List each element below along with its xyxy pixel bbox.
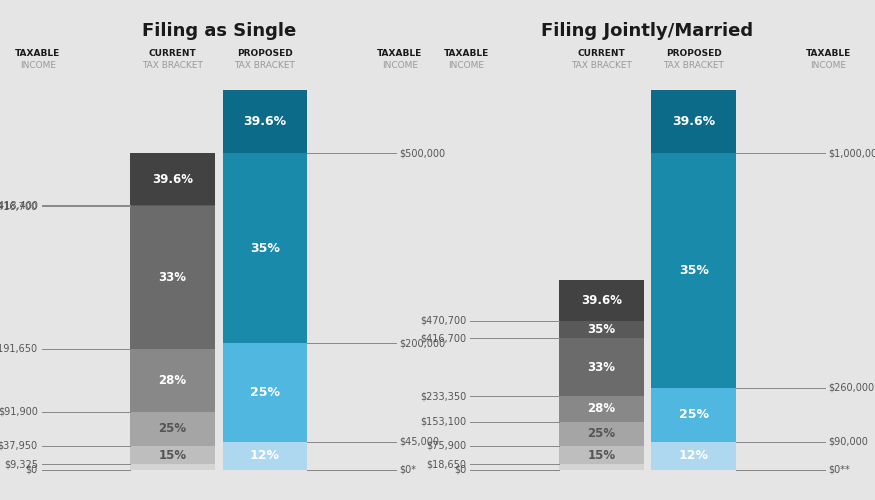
Text: 15%: 15%	[587, 448, 615, 462]
Bar	[130, 412, 215, 446]
Text: $9,325: $9,325	[4, 459, 38, 469]
Bar	[130, 154, 215, 205]
Text: TAXABLE: TAXABLE	[806, 48, 851, 58]
Bar	[130, 206, 215, 348]
Text: TAXABLE: TAXABLE	[15, 48, 60, 58]
Text: 12%: 12%	[679, 449, 709, 462]
Text: TAX BRACKET: TAX BRACKET	[663, 61, 724, 70]
Text: $500,000: $500,000	[400, 148, 446, 158]
Text: 35%: 35%	[250, 242, 280, 255]
Text: 39.6%: 39.6%	[581, 294, 622, 307]
Bar	[130, 464, 215, 470]
Text: $45,000: $45,000	[400, 436, 440, 446]
Text: 25%: 25%	[250, 386, 280, 399]
Text: TAXABLE: TAXABLE	[444, 48, 489, 58]
Bar	[559, 338, 644, 396]
Bar	[559, 446, 644, 464]
Text: 12%: 12%	[250, 449, 280, 462]
Text: 33%: 33%	[587, 360, 615, 374]
Text: $0: $0	[454, 465, 466, 475]
Text: INCOME: INCOME	[382, 61, 417, 70]
Bar	[130, 205, 215, 206]
Text: $260,000: $260,000	[829, 382, 875, 392]
Bar	[559, 280, 644, 321]
Text: INCOME: INCOME	[449, 61, 485, 70]
Bar	[651, 90, 736, 154]
Text: INCOME: INCOME	[20, 61, 56, 70]
Text: 35%: 35%	[587, 323, 615, 336]
Text: PROPOSED: PROPOSED	[237, 48, 293, 58]
Text: $91,900: $91,900	[0, 407, 38, 417]
Bar	[222, 90, 307, 154]
Text: 28%: 28%	[158, 374, 186, 386]
Text: 33%: 33%	[158, 271, 186, 284]
Text: 39.6%: 39.6%	[243, 115, 286, 128]
Text: $233,350: $233,350	[420, 391, 466, 401]
Bar	[651, 388, 736, 442]
Text: $200,000: $200,000	[400, 338, 446, 348]
Text: $416,700: $416,700	[0, 201, 38, 211]
Text: 39.6%: 39.6%	[672, 115, 715, 128]
Bar	[222, 344, 307, 442]
Text: $0: $0	[25, 465, 38, 475]
Bar	[559, 422, 644, 446]
Bar	[130, 446, 215, 464]
Text: 28%: 28%	[587, 402, 615, 415]
Text: INCOME: INCOME	[810, 61, 846, 70]
Text: $1,000,000: $1,000,000	[829, 148, 875, 158]
Text: TAX BRACKET: TAX BRACKET	[234, 61, 296, 70]
Text: 35%: 35%	[679, 264, 709, 277]
Text: 25%: 25%	[587, 427, 615, 440]
Text: $418,400: $418,400	[0, 200, 38, 210]
Text: $191,650: $191,650	[0, 344, 38, 353]
Text: TAX BRACKET: TAX BRACKET	[142, 61, 203, 70]
Bar	[130, 348, 215, 412]
Text: 15%: 15%	[158, 448, 186, 462]
Bar	[559, 321, 644, 338]
Text: 39.6%: 39.6%	[152, 172, 193, 186]
Bar	[651, 154, 736, 388]
Text: Filing Jointly/Married: Filing Jointly/Married	[542, 22, 753, 40]
Text: $90,000: $90,000	[829, 436, 868, 446]
Text: $0*: $0*	[400, 465, 416, 475]
Bar	[222, 154, 307, 344]
Bar	[222, 442, 307, 470]
Bar	[559, 396, 644, 421]
Text: $153,100: $153,100	[420, 416, 466, 426]
Text: Filing as Single: Filing as Single	[142, 22, 296, 40]
Text: $470,700: $470,700	[420, 316, 466, 326]
Text: 25%: 25%	[158, 422, 186, 436]
Text: 25%: 25%	[679, 408, 709, 421]
Text: $18,650: $18,650	[426, 459, 466, 469]
Text: $416,700: $416,700	[420, 333, 466, 343]
Text: PROPOSED: PROPOSED	[666, 48, 722, 58]
Text: CURRENT: CURRENT	[578, 48, 625, 58]
Text: $75,900: $75,900	[426, 441, 466, 451]
Text: TAX BRACKET: TAX BRACKET	[570, 61, 632, 70]
Bar	[559, 464, 644, 470]
Text: $0**: $0**	[829, 465, 850, 475]
Text: TAXABLE: TAXABLE	[377, 48, 423, 58]
Bar	[651, 442, 736, 470]
Text: $37,950: $37,950	[0, 441, 38, 451]
Text: CURRENT: CURRENT	[149, 48, 196, 58]
